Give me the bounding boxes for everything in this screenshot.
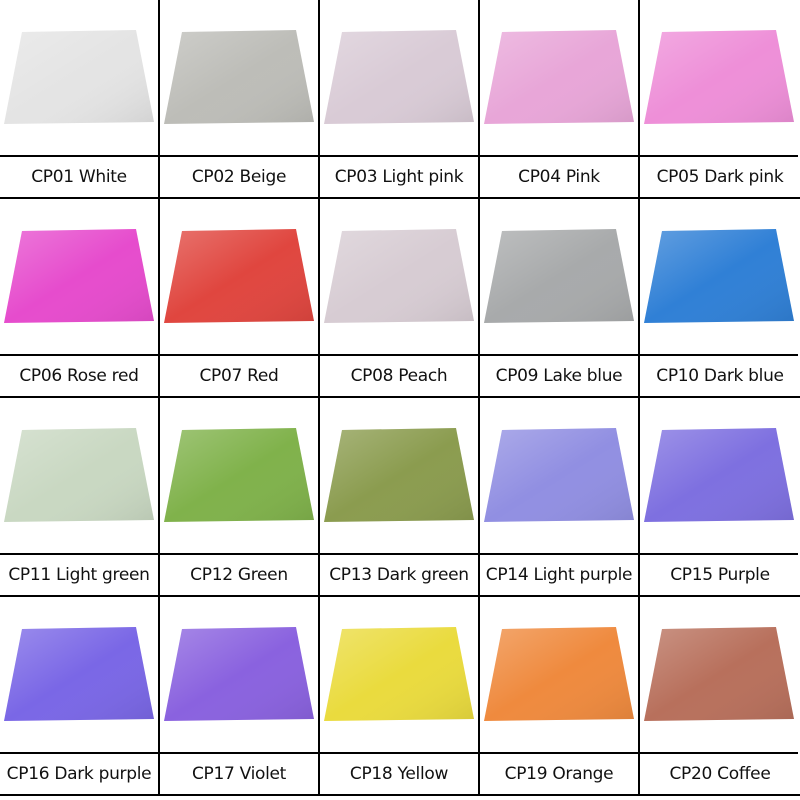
swatch-label: CP09 Lake blue [495,366,623,386]
swatch-cell: CP08 Peach [320,199,480,398]
swatch-label: CP01 White [31,167,127,187]
swatch-label: CP18 Yellow [349,764,449,784]
swatch-cell: CP20 Coffee [640,597,800,796]
swatch-cell: CP05 Dark pink [640,0,800,199]
swatch-cell: CP12 Green [160,398,320,597]
swatch-label: CP15 Purple [670,565,770,585]
fabric-texture [644,30,794,124]
swatch-cell: CP01 White [0,0,160,199]
swatch-cell: CP04 Pink [480,0,640,199]
swatch-cell: CP10 Dark blue [640,199,800,398]
swatch-image [320,30,478,157]
swatch-cell: CP03 Light pink [320,0,480,199]
fabric-texture [4,229,154,323]
swatch-label: CP07 Red [199,366,279,386]
fabric-texture [164,627,314,721]
swatch-label: CP06 Rose red [19,366,139,386]
swatch-label: CP08 Peach [350,366,448,386]
fabric-texture [324,229,474,323]
fabric-texture [164,30,314,124]
swatch-label: CP14 Light purple [485,565,633,585]
swatch-label: CP20 Coffee [669,764,771,784]
fabric-texture [324,428,474,522]
swatch-image [480,627,638,754]
swatch-cell: CP14 Light purple [480,398,640,597]
swatch-label: CP17 Violet [191,764,287,784]
swatch-cell: CP15 Purple [640,398,800,597]
swatch-label: CP19 Orange [504,764,614,784]
swatch-cell: CP11 Light green [0,398,160,597]
swatch-image [480,428,638,555]
swatch-cell: CP19 Orange [480,597,640,796]
swatch-label: CP13 Dark green [329,565,469,585]
swatch-image [320,428,478,555]
swatch-cell: CP09 Lake blue [480,199,640,398]
swatch-image [640,627,798,754]
fabric-texture [4,627,154,721]
swatch-image [160,30,318,157]
swatch-image [0,428,158,555]
fabric-texture [164,229,314,323]
fabric-texture [164,428,314,522]
swatch-image [320,627,478,754]
fabric-texture [644,229,794,323]
swatch-image [0,627,158,754]
swatch-label: CP05 Dark pink [656,167,784,187]
swatch-cell: CP07 Red [160,199,320,398]
swatch-label: CP10 Dark blue [656,366,784,386]
fabric-texture [4,30,154,124]
fabric-texture [484,30,634,124]
swatch-cell: CP18 Yellow [320,597,480,796]
fabric-texture [4,428,154,522]
fabric-texture [484,229,634,323]
swatch-label: CP12 Green [190,565,288,585]
swatch-label: CP16 Dark purple [6,764,152,784]
swatch-image [640,30,798,157]
swatch-cell: CP06 Rose red [0,199,160,398]
fabric-texture [644,627,794,721]
fabric-texture [324,627,474,721]
swatch-image [480,30,638,157]
swatch-label: CP11 Light green [8,565,150,585]
swatch-label: CP03 Light pink [334,167,464,187]
swatch-image [0,229,158,356]
swatch-image [160,428,318,555]
swatch-cell: CP13 Dark green [320,398,480,597]
swatch-image [160,627,318,754]
swatch-label: CP04 Pink [518,167,600,187]
fabric-texture [644,428,794,522]
swatch-image [0,30,158,157]
fabric-texture [324,30,474,124]
fabric-texture [484,428,634,522]
swatch-label: CP02 Beige [191,167,287,187]
swatch-cell: CP02 Beige [160,0,320,199]
swatch-image [640,428,798,555]
swatch-image [160,229,318,356]
swatch-cell: CP16 Dark purple [0,597,160,796]
fabric-texture [484,627,634,721]
swatch-image [320,229,478,356]
swatch-image [640,229,798,356]
swatch-image [480,229,638,356]
swatch-cell: CP17 Violet [160,597,320,796]
